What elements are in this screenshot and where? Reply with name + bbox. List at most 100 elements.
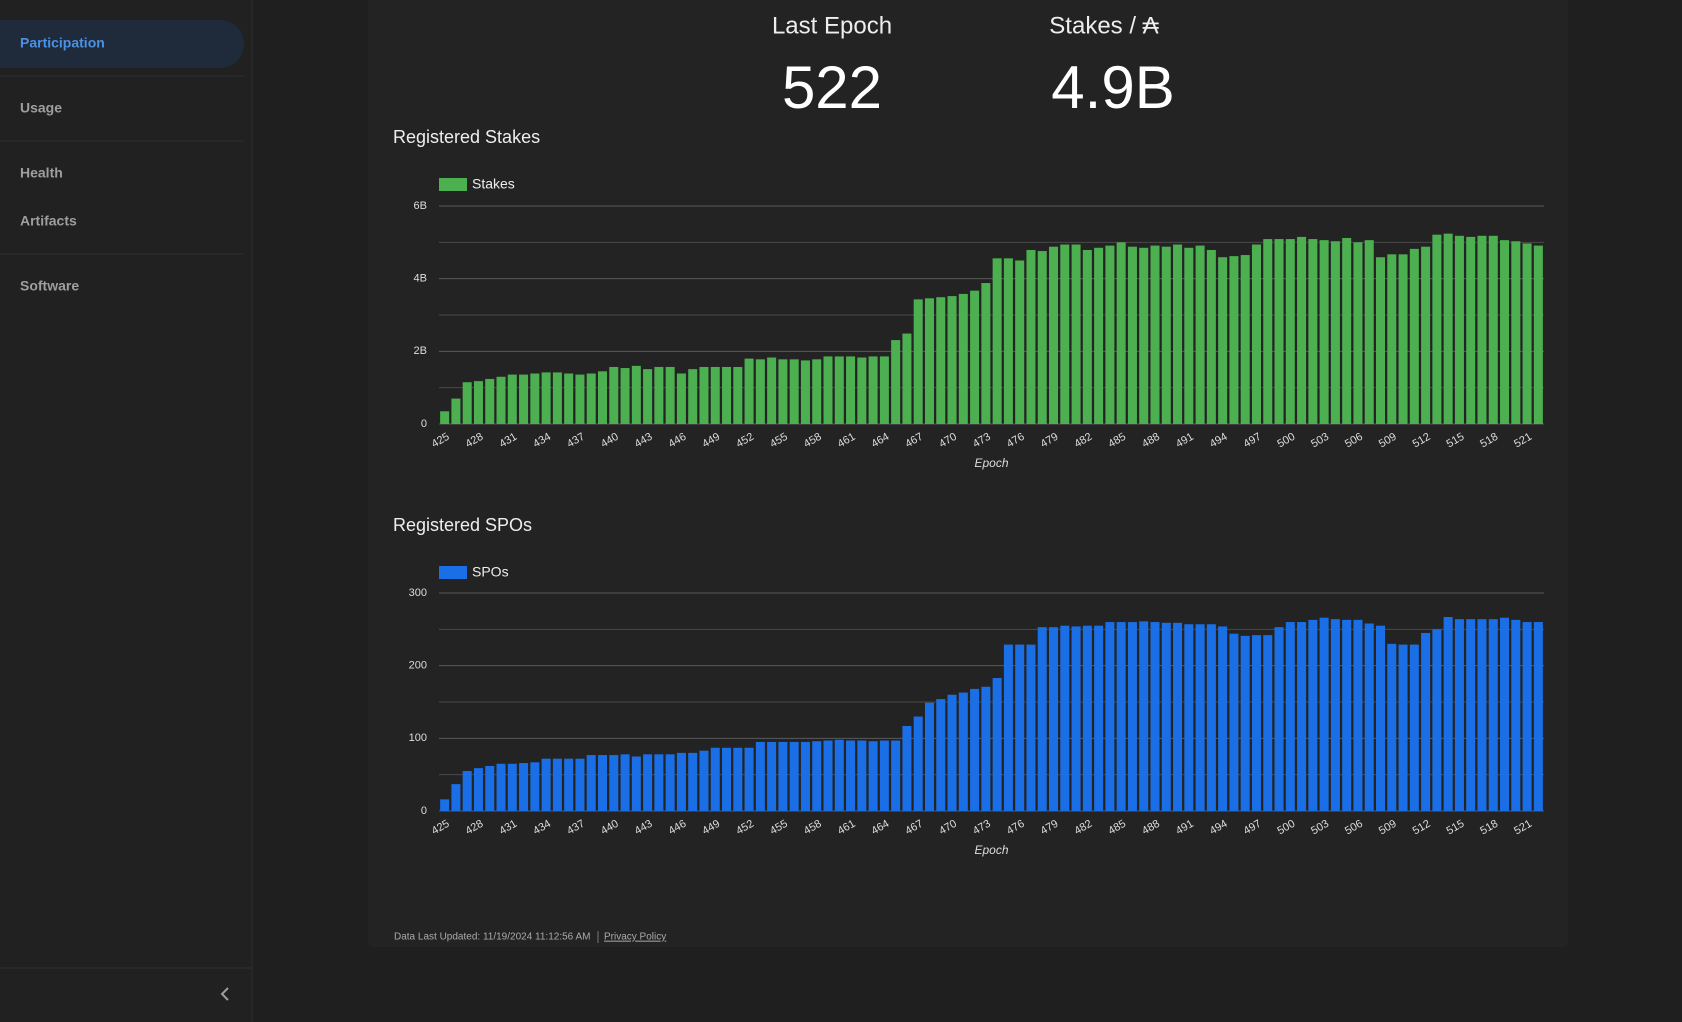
privacy-link[interactable]: Privacy Policy xyxy=(604,932,666,943)
bar xyxy=(789,741,799,811)
bar xyxy=(541,372,551,424)
bar xyxy=(1218,257,1228,424)
bar xyxy=(1432,234,1442,424)
bar xyxy=(688,369,698,424)
bar xyxy=(1037,627,1047,811)
bar xyxy=(1319,617,1329,811)
bar xyxy=(597,371,608,424)
bar xyxy=(1251,244,1261,424)
bar xyxy=(597,755,608,811)
bar xyxy=(1308,619,1318,811)
bar xyxy=(688,752,698,811)
y-tick-label: 100 xyxy=(409,732,427,744)
bar xyxy=(699,750,709,811)
bar xyxy=(846,740,856,811)
bar xyxy=(620,368,630,424)
bar xyxy=(1533,245,1543,424)
bar xyxy=(913,716,923,811)
bar xyxy=(451,398,461,424)
bar xyxy=(1206,624,1216,811)
bar xyxy=(564,373,574,424)
bar xyxy=(1229,256,1239,424)
collapse-button[interactable] xyxy=(220,987,229,1001)
nav-item[interactable]: Artifacts xyxy=(20,213,77,229)
bar xyxy=(992,678,1002,811)
bar xyxy=(1195,624,1205,811)
bar xyxy=(1398,254,1408,424)
bar xyxy=(609,755,619,811)
bar xyxy=(1454,235,1464,424)
bar xyxy=(1184,247,1194,424)
bar xyxy=(710,747,720,811)
bar xyxy=(586,755,596,811)
bar xyxy=(767,357,777,424)
bar xyxy=(981,686,991,811)
bar xyxy=(552,372,562,424)
y-tick-label: 6B xyxy=(414,200,427,212)
bar xyxy=(722,366,732,424)
bar xyxy=(1195,245,1205,424)
bar xyxy=(970,688,980,811)
bar xyxy=(1229,633,1239,811)
bar xyxy=(1105,245,1115,424)
bar xyxy=(823,740,833,811)
bar xyxy=(1297,236,1307,424)
bar xyxy=(1071,626,1081,811)
bar xyxy=(924,702,934,811)
bar xyxy=(936,699,946,811)
x-axis-title: Epoch xyxy=(974,456,1008,470)
bar xyxy=(1139,247,1149,424)
bar xyxy=(462,771,472,811)
bar xyxy=(541,758,551,811)
bar xyxy=(440,411,450,424)
bar xyxy=(1421,246,1431,424)
bar xyxy=(530,762,540,811)
bar xyxy=(643,369,653,424)
bar xyxy=(778,359,788,424)
stat-label: Last Epoch xyxy=(772,12,892,39)
bar xyxy=(1477,619,1487,811)
bar xyxy=(1094,247,1104,424)
bar xyxy=(1049,246,1059,424)
bar xyxy=(575,758,585,811)
bar xyxy=(1218,626,1228,811)
bar xyxy=(846,356,856,424)
bar xyxy=(902,725,912,811)
bar xyxy=(1409,248,1419,424)
bar xyxy=(834,739,844,811)
legend-label: Stakes xyxy=(472,176,515,192)
bar xyxy=(1387,254,1397,424)
stat-value: 522 xyxy=(782,54,882,121)
nav-item[interactable]: Usage xyxy=(20,100,62,116)
bar xyxy=(1251,635,1261,811)
bar xyxy=(1308,239,1318,424)
bar xyxy=(552,758,562,811)
bar xyxy=(1330,241,1340,424)
nav-item[interactable]: Participation xyxy=(20,35,105,51)
bar xyxy=(676,752,686,811)
bar xyxy=(1026,644,1036,811)
bar xyxy=(1263,635,1273,811)
bar xyxy=(1116,242,1126,424)
nav-item[interactable]: Software xyxy=(20,278,79,294)
bar xyxy=(710,366,720,424)
bar xyxy=(1297,622,1307,811)
nav-item[interactable]: Health xyxy=(20,165,63,181)
bar xyxy=(1522,622,1532,811)
bar xyxy=(485,378,495,424)
legend-swatch xyxy=(439,178,467,191)
bar xyxy=(936,297,946,424)
bar xyxy=(1060,244,1070,424)
bar xyxy=(1443,233,1453,424)
bar xyxy=(778,741,788,811)
bar xyxy=(1500,240,1510,424)
bar xyxy=(947,694,957,811)
bar xyxy=(1353,242,1363,424)
bar xyxy=(1184,624,1194,811)
chart-title: Registered SPOs xyxy=(393,515,532,535)
bar xyxy=(1139,621,1149,811)
legend-label: SPOs xyxy=(472,564,509,580)
bar xyxy=(462,382,472,424)
bar xyxy=(440,799,450,811)
bar xyxy=(1060,625,1070,811)
